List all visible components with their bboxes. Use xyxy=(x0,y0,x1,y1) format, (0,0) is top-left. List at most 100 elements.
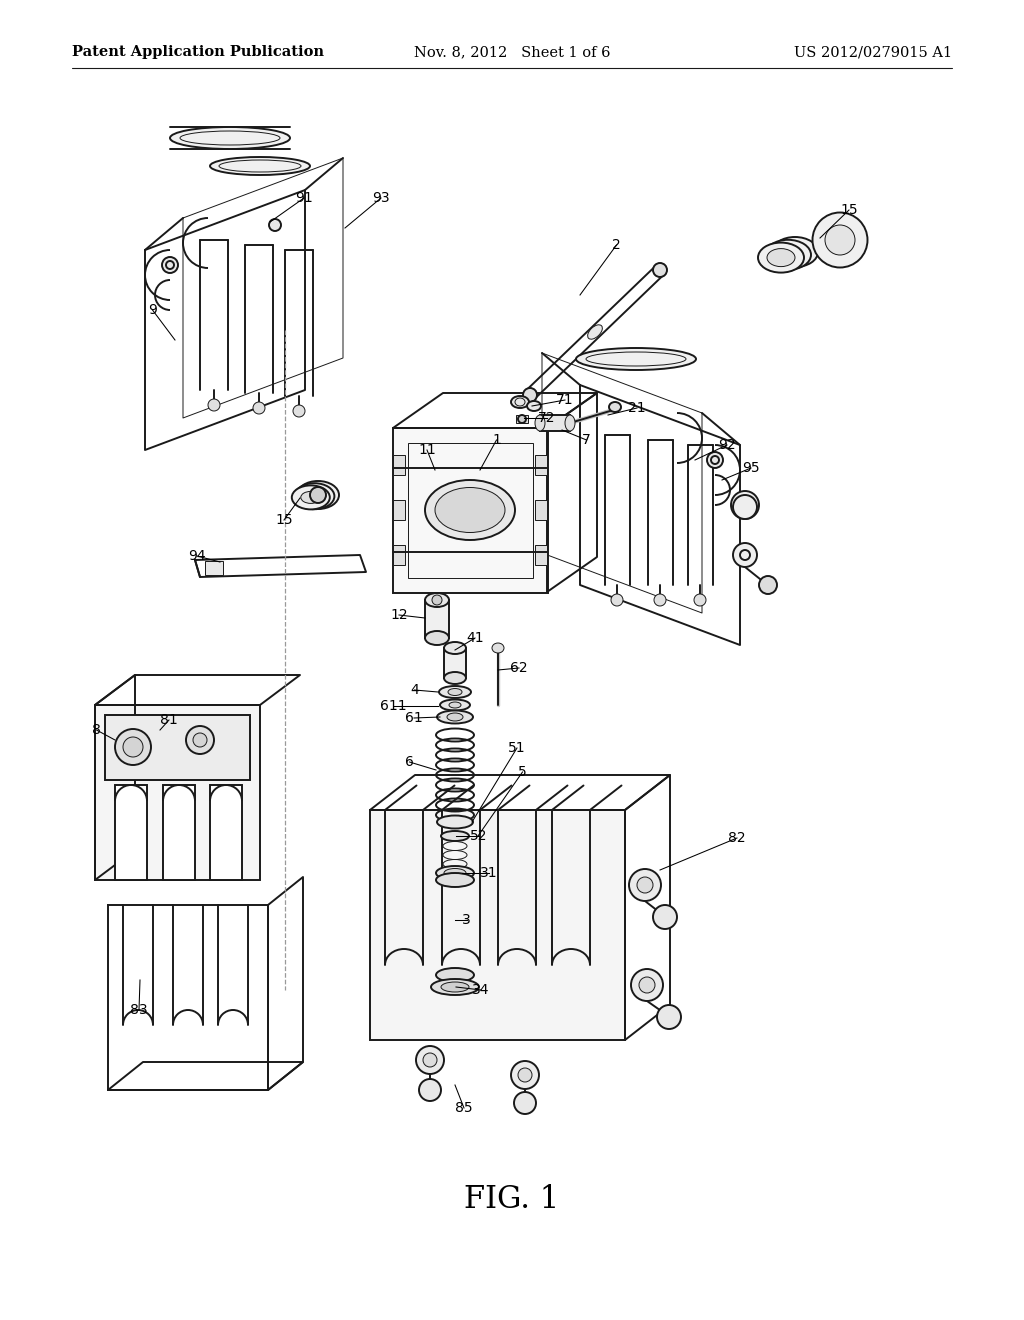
Text: 71: 71 xyxy=(556,393,573,407)
Bar xyxy=(370,810,625,1040)
Ellipse shape xyxy=(437,816,473,829)
Bar xyxy=(425,601,449,638)
Text: 93: 93 xyxy=(372,191,389,205)
Circle shape xyxy=(115,729,151,766)
Ellipse shape xyxy=(511,396,529,408)
Ellipse shape xyxy=(609,403,621,412)
Text: 11: 11 xyxy=(418,444,436,457)
Circle shape xyxy=(186,726,214,754)
Text: 21: 21 xyxy=(628,401,645,414)
Circle shape xyxy=(208,399,220,411)
Text: 81: 81 xyxy=(160,713,178,727)
Ellipse shape xyxy=(210,157,310,176)
Ellipse shape xyxy=(444,642,466,653)
Text: 5: 5 xyxy=(518,766,526,779)
Circle shape xyxy=(162,257,178,273)
Text: 85: 85 xyxy=(455,1101,473,1115)
Circle shape xyxy=(733,543,757,568)
Ellipse shape xyxy=(758,243,804,273)
Text: 94: 94 xyxy=(188,549,206,564)
Bar xyxy=(535,545,547,565)
Ellipse shape xyxy=(527,401,541,411)
Ellipse shape xyxy=(431,979,479,995)
Text: 31: 31 xyxy=(480,866,498,880)
Ellipse shape xyxy=(441,832,469,841)
Ellipse shape xyxy=(435,487,505,532)
Text: FIG. 1: FIG. 1 xyxy=(464,1184,560,1216)
Circle shape xyxy=(419,1078,441,1101)
Ellipse shape xyxy=(825,224,855,255)
Ellipse shape xyxy=(295,483,335,510)
Circle shape xyxy=(694,594,706,606)
Ellipse shape xyxy=(565,414,575,432)
Circle shape xyxy=(514,1092,536,1114)
Ellipse shape xyxy=(170,127,290,149)
Text: 6: 6 xyxy=(406,755,414,770)
Ellipse shape xyxy=(436,866,474,880)
Text: 9: 9 xyxy=(148,304,157,317)
Circle shape xyxy=(654,594,666,606)
Circle shape xyxy=(511,1061,539,1089)
Circle shape xyxy=(518,414,526,422)
Bar xyxy=(105,715,250,780)
Text: Patent Application Publication: Patent Application Publication xyxy=(72,45,324,59)
Text: 4: 4 xyxy=(410,682,419,697)
Bar xyxy=(205,561,223,576)
Bar xyxy=(95,705,260,880)
Circle shape xyxy=(639,977,655,993)
Text: 51: 51 xyxy=(508,741,525,755)
Ellipse shape xyxy=(425,631,449,645)
Ellipse shape xyxy=(447,713,463,721)
Ellipse shape xyxy=(437,710,473,723)
Text: 95: 95 xyxy=(742,461,760,475)
Circle shape xyxy=(123,737,143,756)
Circle shape xyxy=(416,1045,444,1074)
Ellipse shape xyxy=(781,243,809,261)
Ellipse shape xyxy=(767,248,795,267)
Ellipse shape xyxy=(523,388,537,403)
Ellipse shape xyxy=(575,348,696,370)
Ellipse shape xyxy=(297,480,339,510)
Ellipse shape xyxy=(774,246,802,264)
Ellipse shape xyxy=(812,213,867,268)
Text: 34: 34 xyxy=(472,983,489,997)
Ellipse shape xyxy=(765,240,811,269)
Bar xyxy=(115,785,147,880)
Circle shape xyxy=(707,451,723,469)
Circle shape xyxy=(518,1068,532,1082)
Ellipse shape xyxy=(653,263,667,277)
Circle shape xyxy=(193,733,207,747)
Bar xyxy=(516,414,528,422)
Ellipse shape xyxy=(440,700,470,710)
Ellipse shape xyxy=(301,491,321,503)
Text: 62: 62 xyxy=(510,661,527,675)
Bar xyxy=(436,880,474,975)
Text: 83: 83 xyxy=(130,1003,147,1016)
Text: 91: 91 xyxy=(295,191,312,205)
Bar xyxy=(393,545,406,565)
Bar xyxy=(393,500,406,520)
Text: 82: 82 xyxy=(728,832,745,845)
Circle shape xyxy=(611,594,623,606)
Circle shape xyxy=(657,1005,681,1030)
Ellipse shape xyxy=(588,325,602,339)
Bar xyxy=(393,428,548,593)
Ellipse shape xyxy=(439,686,471,698)
Text: 52: 52 xyxy=(470,829,487,843)
Text: 12: 12 xyxy=(390,609,408,622)
Text: 2: 2 xyxy=(612,238,621,252)
Ellipse shape xyxy=(535,414,545,432)
Bar xyxy=(444,648,466,678)
Ellipse shape xyxy=(444,869,466,878)
Text: 611: 611 xyxy=(380,700,407,713)
Ellipse shape xyxy=(492,643,504,653)
Ellipse shape xyxy=(425,480,515,540)
Circle shape xyxy=(293,405,305,417)
Text: 61: 61 xyxy=(406,711,423,725)
Bar xyxy=(163,785,195,880)
Circle shape xyxy=(629,869,662,902)
Text: 92: 92 xyxy=(718,438,735,451)
Bar xyxy=(540,414,570,432)
Text: 15: 15 xyxy=(275,513,293,527)
Text: 1: 1 xyxy=(492,433,501,447)
